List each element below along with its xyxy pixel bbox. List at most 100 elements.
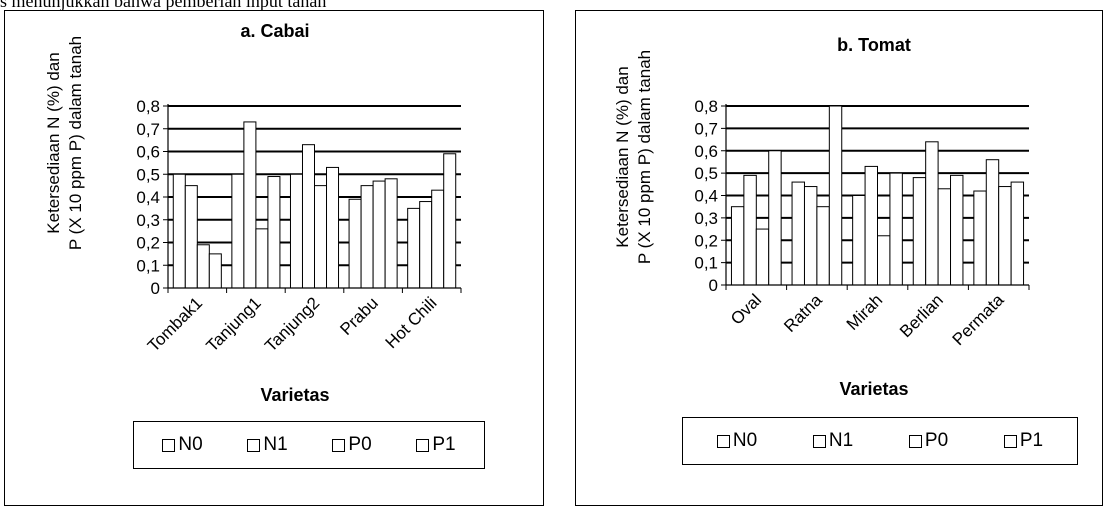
y-axis-label-line1: Ketersediaan N (%) dan <box>613 66 632 247</box>
chart-panel-tomat: b. Tomat Ketersediaan N (%) dan P (X 10 pp… <box>575 10 1103 506</box>
bar-cabai-p0-1 <box>255 228 269 289</box>
legend-item-p0: P0 <box>908 430 949 452</box>
bar-tomat-p0-1 <box>816 206 830 286</box>
bar-cabai-p1-3 <box>384 178 398 289</box>
x-tick-label: Hot Chili <box>382 293 441 352</box>
bar-cabai-n1-3 <box>360 185 374 289</box>
x-tick-label: Tanjung1 <box>202 293 264 355</box>
chart-panel-cabai: a. Cabai Ketersediaan N (%) dan P (X 10 pp… <box>4 10 544 506</box>
y-tick-label: 0,8 <box>694 97 718 116</box>
bar-tomat-p1-2 <box>889 172 903 286</box>
legend-item-n1: N1 <box>812 430 854 452</box>
legend-item-p1: P1 <box>416 434 456 456</box>
x-tick-label: Tanjung2 <box>261 293 323 355</box>
legend-label: N0 <box>732 430 758 451</box>
bar-tomat-n0-0 <box>730 206 745 286</box>
chart-svg-tomat: b. Tomat Ketersediaan N (%) dan P (X 10 pp… <box>613 35 1030 399</box>
legend-label: N1 <box>828 430 854 451</box>
legend-label: P0 <box>348 434 372 455</box>
y-tick-label: 0,2 <box>694 231 718 250</box>
x-tick-label: Ratna <box>780 290 826 336</box>
y-tick-label: 0,8 <box>136 97 160 116</box>
x-tick-label: Berlian <box>896 290 947 341</box>
y-tick-label: 0,1 <box>136 256 160 275</box>
y-tick-label: 0,7 <box>136 120 160 139</box>
chart-title: a. Cabai <box>240 21 309 41</box>
legend-item-n0: N0 <box>716 430 758 452</box>
bar-cabai-n0-0 <box>172 173 186 289</box>
x-tick-label: Tombak1 <box>144 293 206 355</box>
bar-tomat-p1-4 <box>1010 181 1025 286</box>
legend-item-p1: P1 <box>1003 430 1044 452</box>
x-axis-label: Varietas <box>839 379 908 399</box>
y-tick-label: 0,6 <box>694 142 718 161</box>
y-axis-label-line2: P (X 10 ppm P) dalam tanah <box>66 36 85 250</box>
bar-tomat-p0-0 <box>755 228 770 286</box>
bar-tomat-p1-3 <box>950 174 964 286</box>
legend-swatch <box>162 438 176 452</box>
legend-swatch <box>1003 434 1017 448</box>
legend-label: N1 <box>263 434 288 455</box>
bar-cabai-n1-2 <box>301 144 315 289</box>
bar-cabai-n0-3 <box>348 198 362 289</box>
y-tick-label: 0,7 <box>694 119 718 138</box>
legend-swatch <box>908 434 922 448</box>
bar-cabai-n0-1 <box>231 173 245 289</box>
x-tick-label: Prabu <box>336 293 382 339</box>
bar-tomat-n0-2 <box>852 195 866 286</box>
bar-tomat-p0-3 <box>937 188 952 286</box>
bar-cabai-p1-0 <box>208 253 222 289</box>
bar-tomat-n1-1 <box>803 186 818 286</box>
bar-cabai-p0-0 <box>196 244 210 289</box>
y-tick-label: 0,5 <box>694 164 718 183</box>
y-tick-label: 0,2 <box>136 234 160 253</box>
header-text: s menunjukkan bahwa pemberian input tana… <box>0 0 327 11</box>
legend-swatch <box>247 438 261 452</box>
bar-tomat-n1-0 <box>743 174 757 286</box>
legend-item-p0: P0 <box>332 434 372 456</box>
legend-cabai: N0 N1 P0 P1 <box>133 421 485 469</box>
bar-cabai-p1-1 <box>267 176 281 289</box>
bar-cabai-p1-4 <box>443 153 457 289</box>
legend-item-n1: N1 <box>247 434 288 456</box>
bar-cabai-n0-4 <box>407 207 421 289</box>
legend-label: N0 <box>178 434 203 455</box>
x-axis-label: Varietas <box>260 385 329 405</box>
bar-tomat-n0-4 <box>973 190 987 286</box>
bar-cabai-n1-4 <box>419 201 433 289</box>
legend-tomat: N0 N1 P0 P1 <box>682 417 1078 465</box>
legend-swatch <box>332 438 346 452</box>
bar-tomat-n1-2 <box>864 165 878 286</box>
legend-swatch <box>812 434 826 448</box>
y-tick-label: 0,4 <box>694 187 718 206</box>
legend-swatch <box>416 438 430 452</box>
legend-label: P1 <box>1019 430 1044 451</box>
bar-cabai-p0-4 <box>431 189 445 289</box>
y-tick-label: 0,5 <box>136 165 160 184</box>
bar-cabai-p0-2 <box>314 185 328 289</box>
x-tick-label: Oval <box>727 290 765 328</box>
bar-tomat-p1-1 <box>828 105 843 286</box>
bar-tomat-n0-3 <box>912 177 927 286</box>
y-axis-label-line1: Ketersediaan N (%) dan <box>44 52 63 233</box>
chart-title: b. Tomat <box>837 35 911 55</box>
x-tick-label: Permata <box>949 290 1008 349</box>
legend-swatch <box>716 434 730 448</box>
bar-cabai-p0-3 <box>372 180 386 289</box>
y-tick-label: 0,6 <box>136 143 160 162</box>
y-tick-label: 0 <box>151 279 160 298</box>
bar-cabai-n0-2 <box>289 173 303 289</box>
legend-label: P1 <box>432 434 456 455</box>
bar-tomat-p0-2 <box>877 235 891 286</box>
y-tick-label: 0,3 <box>694 209 718 228</box>
y-tick-label: 0 <box>709 276 718 295</box>
bar-tomat-p1-0 <box>768 150 782 286</box>
bar-tomat-n1-4 <box>985 159 1000 286</box>
bar-tomat-n1-3 <box>925 141 939 286</box>
y-tick-label: 0,4 <box>136 188 160 207</box>
x-tick-label: Mirah <box>843 290 886 333</box>
chart-svg-cabai: a. Cabai Ketersediaan N (%) dan P (X 10 pp… <box>44 21 462 405</box>
y-tick-label: 0,1 <box>694 254 718 273</box>
y-tick-label: 0,3 <box>136 211 160 230</box>
legend-label: P0 <box>924 430 949 451</box>
